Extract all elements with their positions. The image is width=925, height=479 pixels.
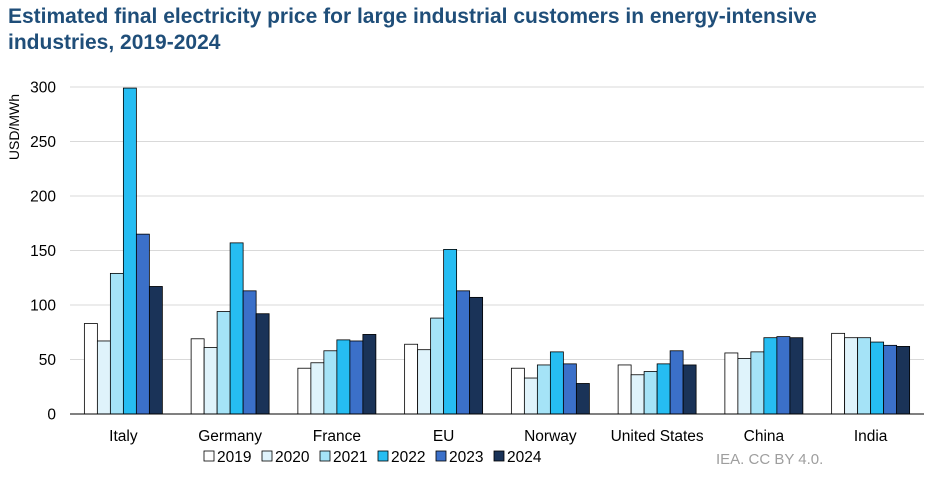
bar-2020-eu <box>417 349 432 415</box>
bar-2022-norway <box>549 351 564 415</box>
y-tick-label: 200 <box>30 189 56 206</box>
bar-2023-united-states <box>669 350 684 415</box>
bar-2022-eu <box>443 249 458 415</box>
bar-2024-germany <box>255 313 270 415</box>
y-tick-label: 100 <box>30 298 56 315</box>
bar-2024-united-states <box>682 364 697 415</box>
x-tick-label: China <box>744 428 785 445</box>
bar-2021-china <box>750 351 765 415</box>
bar-2020-china <box>737 358 752 415</box>
bar-2022-germany <box>229 242 244 415</box>
bar-2022-united-states <box>656 363 671 415</box>
legend-swatch-2021 <box>319 450 331 462</box>
bar-2021-france <box>323 350 338 415</box>
bar-2022-france <box>336 339 351 415</box>
bar-2024-china <box>789 337 804 415</box>
x-tick-label: France <box>313 428 361 445</box>
x-tick-label: United States <box>611 428 704 445</box>
y-axis-label: USD/MWh <box>6 94 22 160</box>
chart-title: Estimated final electricity price for la… <box>8 5 817 54</box>
bar-2021-germany <box>216 311 231 415</box>
x-tick-label: Norway <box>524 428 577 445</box>
legend-label: 2023 <box>449 449 483 466</box>
bar-2019-india <box>831 332 846 415</box>
bar-2019-germany <box>190 338 205 415</box>
bar-2019-norway <box>510 367 525 415</box>
bar-2024-india <box>896 346 911 415</box>
legend-label: 2024 <box>507 449 542 466</box>
bar-2019-france <box>297 367 312 415</box>
bar-2022-india <box>870 341 885 415</box>
y-tick-label: 150 <box>30 243 56 260</box>
bar-2021-united-states <box>643 371 658 415</box>
bar-2021-italy <box>109 272 124 415</box>
x-tick-label: Italy <box>109 428 138 445</box>
bar-2023-france <box>349 340 364 415</box>
y-tick-labels: 0 50 100 150 200 250 300 <box>30 80 56 424</box>
bar-2020-italy <box>96 340 111 415</box>
bar-2024-eu <box>469 296 484 415</box>
y-tick-label: 250 <box>30 134 56 151</box>
bar-2019-china <box>724 352 739 415</box>
source-credit: IEA. CC BY 4.0. <box>716 451 823 468</box>
bar-2020-germany <box>203 347 218 415</box>
bar-2021-norway <box>536 364 551 415</box>
bar-2023-italy <box>135 233 150 415</box>
bar-2019-italy <box>83 323 98 415</box>
bar-2022-italy <box>122 87 137 415</box>
legend-label: 2019 <box>217 449 251 466</box>
bar-2024-norway <box>575 383 590 415</box>
legend-swatch-2023 <box>435 450 447 462</box>
x-tick-label: Germany <box>198 428 262 445</box>
x-tick-label: EU <box>433 428 455 445</box>
bar-2020-france <box>310 362 325 415</box>
x-tick-labels: Italy Germany France EU Norway United States C… <box>109 428 888 445</box>
bar-2019-eu <box>404 343 419 415</box>
bar-2024-france <box>362 334 377 415</box>
bar-2020-india <box>844 337 859 415</box>
bar-2023-norway <box>562 363 577 415</box>
bar-2023-eu <box>456 290 471 415</box>
bar-2023-china <box>776 336 791 415</box>
legend-label: 2020 <box>275 449 310 466</box>
bars <box>83 87 911 415</box>
legend-swatch-2022 <box>377 450 389 462</box>
bar-2021-india <box>857 337 872 415</box>
bar-2022-china <box>763 337 778 415</box>
bar-2023-india <box>883 344 898 415</box>
bar-2023-germany <box>242 290 257 415</box>
legend-label: 2021 <box>333 449 367 466</box>
gridlines <box>70 86 924 360</box>
bar-2021-eu <box>430 317 445 415</box>
x-tick-label: India <box>854 428 888 445</box>
y-tick-label: 300 <box>30 80 56 97</box>
legend-label: 2022 <box>391 449 425 466</box>
bar-2020-united-states <box>630 374 645 415</box>
y-tick-label: 0 <box>47 407 56 424</box>
legend: 2019 2020 2021 2022 2023 2024 <box>203 449 542 466</box>
legend-swatch-2019 <box>203 450 215 462</box>
bar-2020-norway <box>523 377 538 415</box>
legend-swatch-2020 <box>261 450 273 462</box>
bar-2019-united-states <box>617 364 632 415</box>
bar-2024-italy <box>148 286 163 415</box>
legend-swatch-2024 <box>493 450 505 462</box>
y-tick-label: 50 <box>39 352 57 369</box>
